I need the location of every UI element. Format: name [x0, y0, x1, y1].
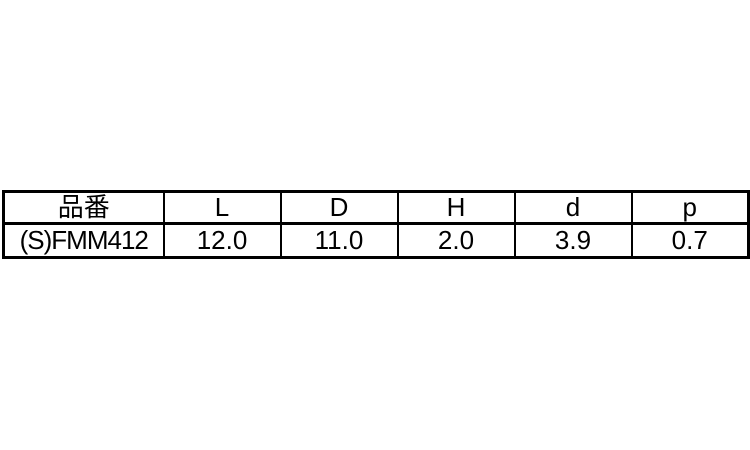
cell-H: 2.0: [396, 222, 516, 259]
header-row: 品番 L D H d p: [2, 190, 750, 225]
cell-d: 3.9: [513, 222, 633, 259]
header-cell-p: p: [630, 190, 750, 225]
header-cell-D: D: [279, 190, 399, 225]
cell-part-number: (S)FMM412: [2, 222, 165, 259]
cell-D: 11.0: [279, 222, 399, 259]
header-cell-d: d: [513, 190, 633, 225]
header-cell-L: L: [162, 190, 282, 225]
header-cell-part-number: 品番: [2, 190, 165, 225]
spec-table: 品番 L D H d p (S)FMM412 12.0 11.0 2.0 3.9…: [2, 190, 750, 259]
cell-p: 0.7: [630, 222, 750, 259]
cell-L: 12.0: [162, 222, 282, 259]
table-row: (S)FMM412 12.0 11.0 2.0 3.9 0.7: [2, 222, 750, 259]
header-cell-H: H: [396, 190, 516, 225]
